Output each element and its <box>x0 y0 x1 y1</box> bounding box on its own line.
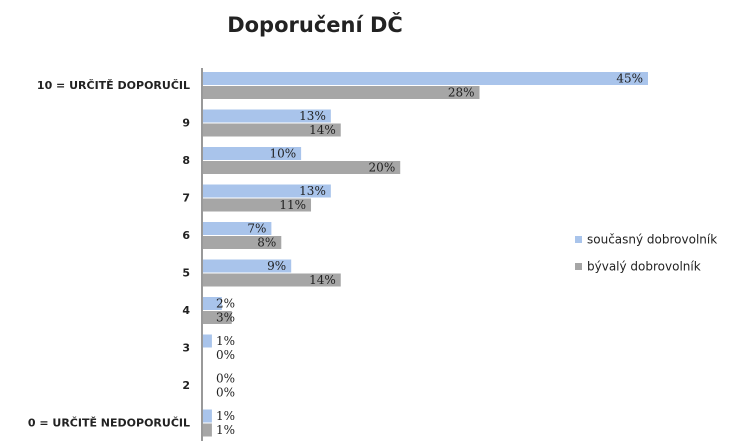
value-label: 9% <box>267 259 286 273</box>
value-label: 0% <box>216 348 235 362</box>
bar <box>203 198 312 212</box>
bar <box>203 184 331 198</box>
y-tick-label: 7 <box>182 192 190 205</box>
legend-label: bývalý dobrovolník <box>587 260 701 274</box>
value-label: 0% <box>216 372 235 386</box>
bar <box>203 423 212 437</box>
value-label: 7% <box>247 222 266 236</box>
bar <box>203 72 648 85</box>
bar <box>203 297 222 310</box>
y-tick-label: 5 <box>182 267 190 280</box>
value-label: 0% <box>216 386 235 400</box>
y-tick-label: 4 <box>182 304 190 317</box>
bar <box>203 259 292 273</box>
value-label: 1% <box>216 409 235 423</box>
value-label: 13% <box>299 109 326 123</box>
value-label: 28% <box>448 86 475 100</box>
y-tick-label: 9 <box>182 117 190 130</box>
bar <box>203 236 282 249</box>
y-tick-label: 10 = URČITĚ DOPORUČIL <box>37 79 190 92</box>
bar <box>203 409 212 423</box>
value-label: 11% <box>279 198 306 212</box>
legend-swatch <box>575 236 582 243</box>
value-label: 2% <box>216 297 235 311</box>
bar <box>203 86 480 99</box>
value-label: 13% <box>299 184 326 198</box>
legend-label: současný dobrovolník <box>587 233 717 247</box>
value-label: 20% <box>369 161 396 175</box>
bar <box>203 273 341 287</box>
bar <box>203 334 212 348</box>
y-tick-label: 0 = URČITĚ NEDOPORUČIL <box>28 417 190 430</box>
bar <box>203 222 272 235</box>
value-label: 14% <box>309 123 336 137</box>
bar <box>203 109 331 123</box>
y-tick-label: 2 <box>182 379 190 392</box>
y-tick-label: 3 <box>182 342 190 355</box>
value-label: 10% <box>269 147 296 161</box>
value-label: 14% <box>309 273 336 287</box>
chart-title: Doporučení DČ <box>227 12 403 37</box>
value-label: 1% <box>216 334 235 348</box>
value-label: 8% <box>257 236 276 250</box>
bar <box>203 311 232 324</box>
legend-swatch <box>575 263 582 270</box>
value-label: 45% <box>616 72 643 86</box>
y-tick-label: 8 <box>182 154 190 167</box>
bar <box>203 147 302 160</box>
bar <box>203 161 401 174</box>
value-label: 1% <box>216 423 235 437</box>
value-label: 3% <box>216 311 235 325</box>
y-tick-label: 6 <box>182 229 190 242</box>
bar <box>203 123 341 137</box>
